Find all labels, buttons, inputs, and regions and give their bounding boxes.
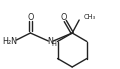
Text: O: O	[60, 12, 66, 22]
Text: O: O	[27, 12, 34, 22]
Text: H₂N: H₂N	[2, 37, 17, 45]
Text: CH₃: CH₃	[83, 14, 95, 20]
Text: N: N	[47, 37, 53, 45]
Text: H: H	[52, 41, 57, 47]
